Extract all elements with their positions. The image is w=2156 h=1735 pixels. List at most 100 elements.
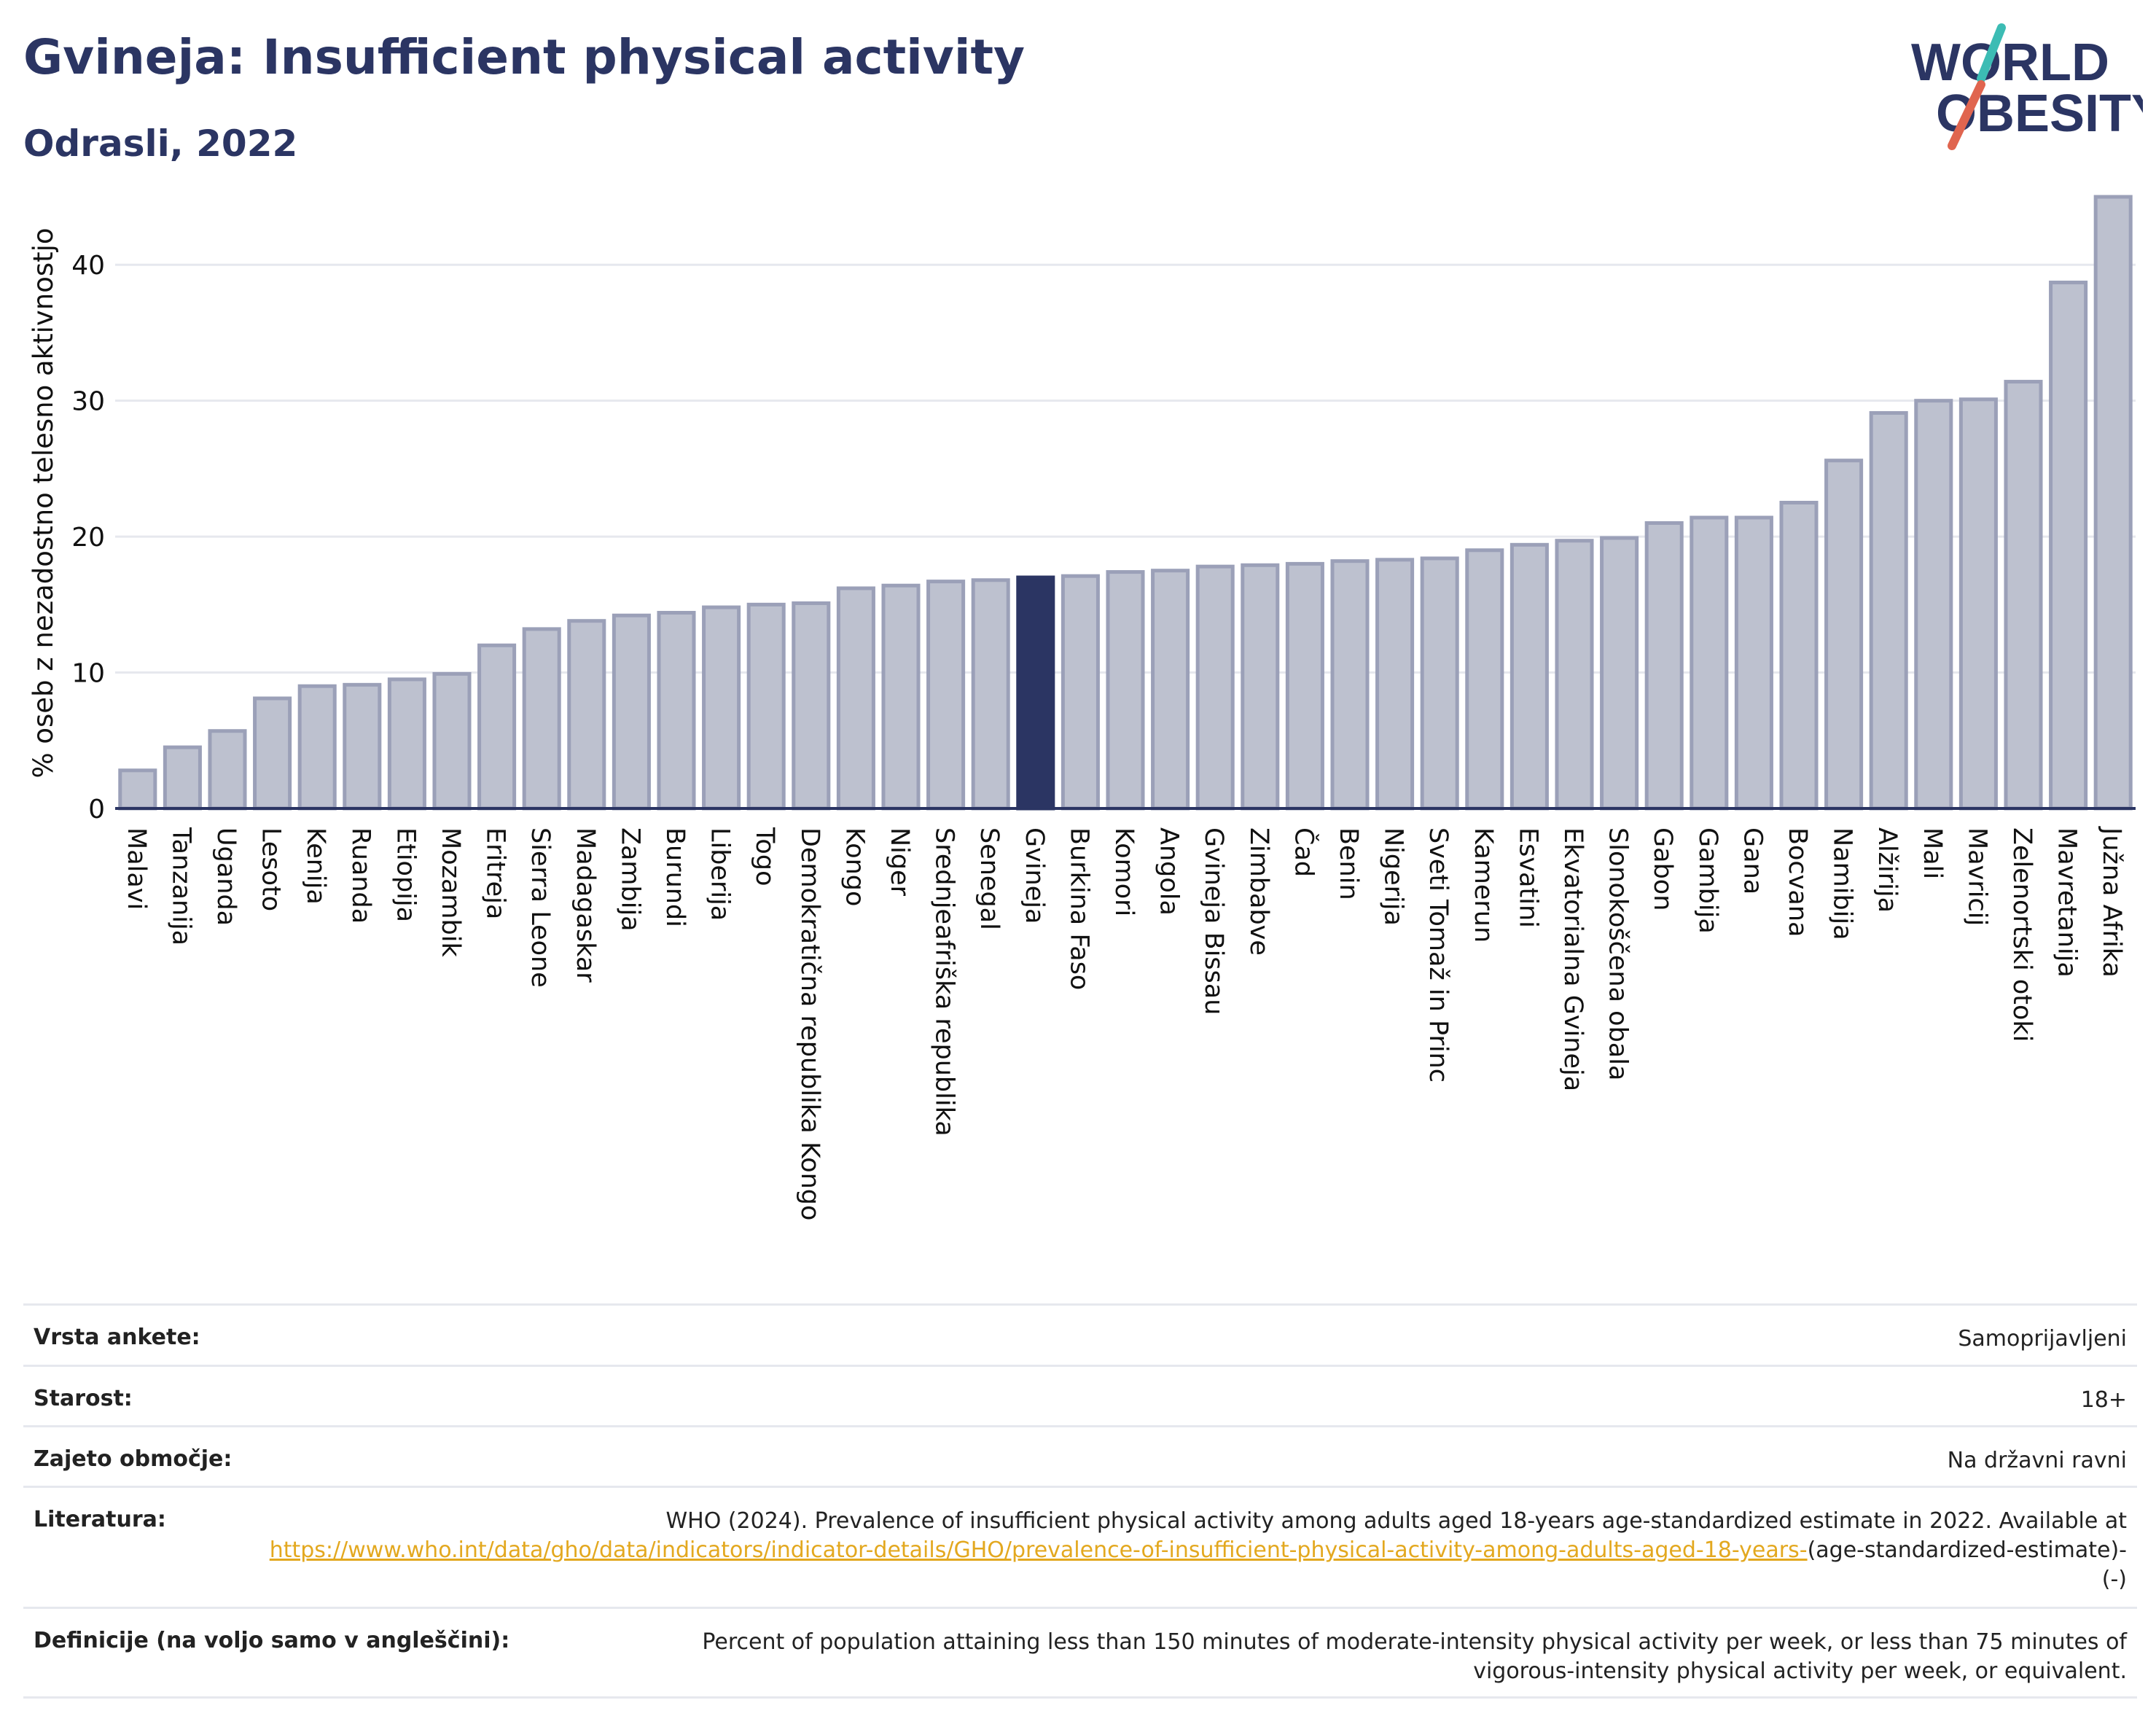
bar — [1061, 574, 1100, 811]
x-tick-label: Kamerun — [1469, 827, 1498, 943]
reference-suffix: (age-standardized-estimate)-(-) — [1807, 1537, 2127, 1592]
x-tick-label: Kenija — [301, 827, 330, 905]
definition-label: Definicije (na voljo samo v angleščini): — [34, 1628, 510, 1653]
reference-text: WHO (2024). Prevalence of insufficient p… — [665, 1508, 2127, 1534]
x-tick-label: Zambija — [615, 827, 644, 932]
x-tick-label: Mali — [1918, 827, 1947, 879]
bar — [792, 601, 831, 811]
bar — [1465, 548, 1504, 811]
x-tick-label: Eritreja — [481, 827, 510, 919]
bar — [1600, 536, 1639, 811]
info-row-definition: Definicije (na voljo samo v angleščini):… — [23, 1607, 2137, 1699]
x-tick-label: Slonokoščena obala — [1604, 827, 1633, 1080]
bar — [926, 580, 966, 811]
x-tick-label: Nigerija — [1379, 827, 1408, 926]
definition-value: Percent of population attaining less tha… — [702, 1629, 2127, 1684]
x-tick-label: Ruanda — [346, 827, 375, 924]
area-label: Zajeto območje: — [34, 1446, 233, 1472]
bar — [1241, 563, 1280, 811]
x-tick-label: Južna Afrika — [2097, 826, 2126, 978]
x-tick-label: Benin — [1334, 827, 1363, 900]
bar — [2049, 280, 2088, 811]
x-tick-label: Lesoto — [257, 827, 286, 911]
bar — [1330, 559, 1370, 811]
x-tick-label: Gvineja Bissau — [1199, 827, 1228, 1015]
area-value: Na državni ravni — [1947, 1448, 2127, 1473]
bar — [881, 583, 921, 811]
bar — [297, 684, 337, 811]
x-tick-label: Burundi — [660, 827, 690, 927]
x-tick-label: Čad — [1289, 827, 1319, 877]
bar-chart: 0 10 20 30 40 Malavi Tanzanija Uganda Lesoto Keni… — [28, 195, 2136, 1220]
bar — [387, 677, 426, 811]
x-tick-label: Gvineja — [1020, 827, 1049, 924]
bar — [657, 611, 696, 811]
x-tick-label: Etiopija — [391, 827, 420, 922]
reference-value: WHO (2024). Prevalence of insufficient p… — [254, 1507, 2127, 1594]
x-tick-label: Togo — [750, 827, 779, 886]
bar — [1285, 561, 1324, 811]
y-axis-label: % oseb z nezadostno telesno aktivnostjo — [28, 227, 59, 778]
bar — [567, 619, 606, 811]
y-tick-label: 0 — [88, 795, 105, 824]
x-tick-label: Uganda — [211, 827, 241, 926]
x-tick-label: Mavretanija — [2053, 827, 2082, 978]
reference-label: Literatura: — [34, 1507, 166, 1532]
bar — [1509, 542, 1549, 811]
y-tick-label: 20 — [71, 523, 105, 553]
bar — [2004, 380, 2043, 811]
bar — [702, 605, 741, 811]
bar — [971, 578, 1010, 811]
x-tick-label: Kongo — [840, 827, 869, 906]
info-table: Vrsta ankete: Samoprijavljeni Starost: 1… — [23, 1303, 2137, 1699]
age-label: Starost: — [34, 1386, 133, 1411]
bar — [118, 768, 157, 811]
bar — [1420, 556, 1459, 811]
bar — [1824, 459, 1864, 811]
x-tick-label: Malavi — [122, 827, 151, 910]
x-tick-label: Alžirija — [1872, 827, 1902, 913]
x-tick-label: Niger — [885, 827, 914, 897]
reference-link[interactable]: https://www.who.int/data/gho/data/indica… — [269, 1537, 1808, 1563]
bar — [836, 586, 875, 811]
x-tick-label: Sierra Leone — [526, 827, 555, 988]
bar — [208, 729, 247, 811]
bar — [746, 602, 786, 811]
axis-layer: 0 10 20 30 40 Malavi Tanzanija Uganda Lesoto Keni… — [71, 251, 2136, 1220]
logo-text-world: WORLD — [1911, 34, 2109, 92]
bar — [1375, 558, 1415, 811]
x-tick-label: Sveti Tomaž in Princ — [1423, 827, 1453, 1083]
survey-value: Samoprijavljeni — [1958, 1326, 2127, 1352]
logo-slash-red — [1948, 80, 1985, 150]
x-tick-label: Madagaskar — [571, 827, 600, 983]
x-tick-label: Mozambik — [436, 827, 465, 957]
bar — [1958, 397, 1998, 811]
x-tick-label: Gabon — [1648, 827, 1677, 911]
bar — [1106, 570, 1145, 811]
y-tick-label: 30 — [71, 387, 105, 417]
page-title: Gvineja: Insufficient physical activity — [23, 29, 1026, 85]
info-row-reference: Literatura: WHO (2024). Prevalence of in… — [23, 1486, 2137, 1607]
x-tick-label: Burkina Faso — [1064, 827, 1093, 990]
info-row-survey: Vrsta ankete: Samoprijavljeni — [23, 1303, 2137, 1365]
bar — [1690, 515, 1729, 811]
bar — [1779, 501, 1819, 811]
x-tick-label: Tanzanija — [166, 827, 195, 946]
x-tick-label: Ekvatorialna Gvineja — [1558, 827, 1587, 1091]
bar — [1555, 539, 1594, 811]
x-tick-label: Gambija — [1693, 827, 1722, 934]
x-tick-label: Mavricij — [1962, 827, 1991, 926]
x-tick-label: Esvatini — [1513, 827, 1542, 928]
bar-highlight — [1016, 575, 1055, 811]
x-tick-label: Namibija — [1828, 827, 1857, 940]
bar — [2093, 195, 2133, 811]
bar — [477, 643, 517, 811]
page-subtitle: Odrasli, 2022 — [23, 122, 298, 165]
bar — [1914, 399, 1953, 811]
x-tick-label: Angola — [1155, 827, 1184, 916]
bar-layer — [118, 195, 2133, 811]
x-tick-label: Zelenortski otoki — [2007, 827, 2036, 1042]
x-tick-label: Demokratična republika Kongo — [795, 827, 824, 1220]
x-tick-label: Liberija — [706, 827, 735, 921]
bar — [522, 627, 561, 811]
